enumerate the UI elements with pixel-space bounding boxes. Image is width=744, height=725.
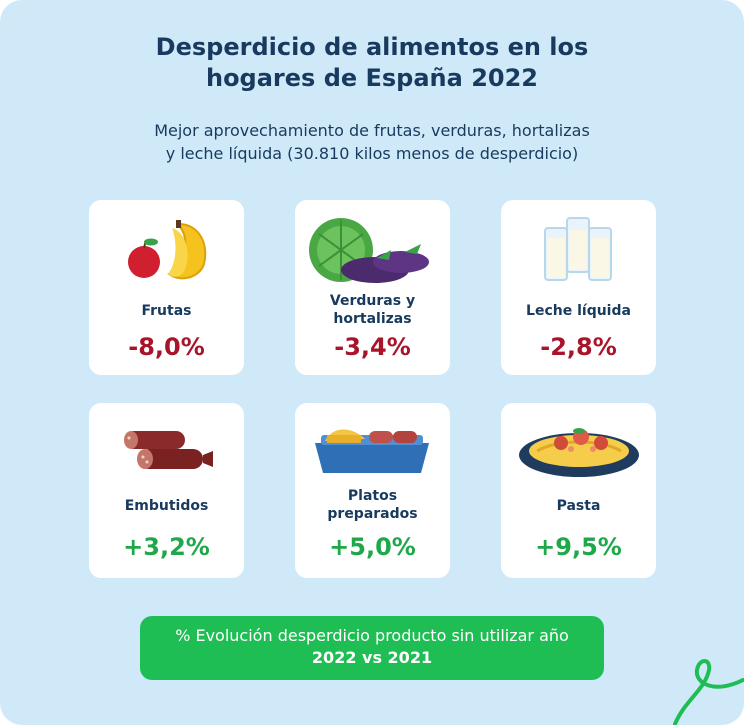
decorative-swirl-icon	[673, 659, 744, 725]
tile-embutidos: Embutidos +3,2%	[89, 403, 244, 578]
tile-frutas: Frutas -8,0%	[89, 200, 244, 375]
tile-label: Pasta	[556, 498, 601, 514]
title-line-2: hogares de España 2022	[205, 64, 538, 92]
milk-icon	[544, 217, 612, 281]
tile-value: +3,2%	[123, 533, 210, 561]
tile-pasta: Pasta +9,5%	[501, 403, 656, 578]
tile-value: +9,5%	[535, 533, 622, 561]
tile-value: -3,4%	[334, 333, 411, 361]
footer-line-1: % Evolución desperdicio producto sin uti…	[175, 626, 569, 645]
footer-caption: % Evolución desperdicio producto sin uti…	[140, 616, 604, 680]
tile-label: Platos preparados	[327, 488, 418, 522]
sausage-icon	[124, 431, 213, 469]
pasta-icon	[519, 428, 639, 477]
tile-leche: Leche líquida -2,8%	[501, 200, 656, 375]
tile-verduras: Verduras y hortalizas -3,4%	[295, 200, 450, 375]
tile-label: Verduras y hortalizas	[329, 293, 416, 327]
fruit-icon	[128, 220, 207, 280]
tile-value: +5,0%	[329, 533, 416, 561]
page-title: Desperdicio de alimentos en los hogares …	[0, 32, 744, 94]
vegetables-icon	[309, 218, 429, 283]
footer-line-2: 2022 vs 2021	[311, 648, 433, 667]
tile-value: -8,0%	[128, 333, 205, 361]
tile-label: Embutidos	[124, 498, 209, 514]
page-subtitle: Mejor aprovechamiento de frutas, verdura…	[0, 119, 744, 165]
title-line-1: Desperdicio de alimentos en los	[155, 33, 589, 61]
tile-label: Leche líquida	[526, 303, 631, 319]
tile-platos: Platos preparados +5,0%	[295, 403, 450, 578]
ready-meal-icon	[315, 429, 429, 473]
subtitle-line-1: Mejor aprovechamiento de frutas, verdura…	[154, 121, 590, 140]
tile-label: Frutas	[141, 303, 192, 319]
subtitle-line-2: y leche líquida (30.810 kilos menos de d…	[165, 144, 579, 163]
tile-value: -2,8%	[540, 333, 617, 361]
